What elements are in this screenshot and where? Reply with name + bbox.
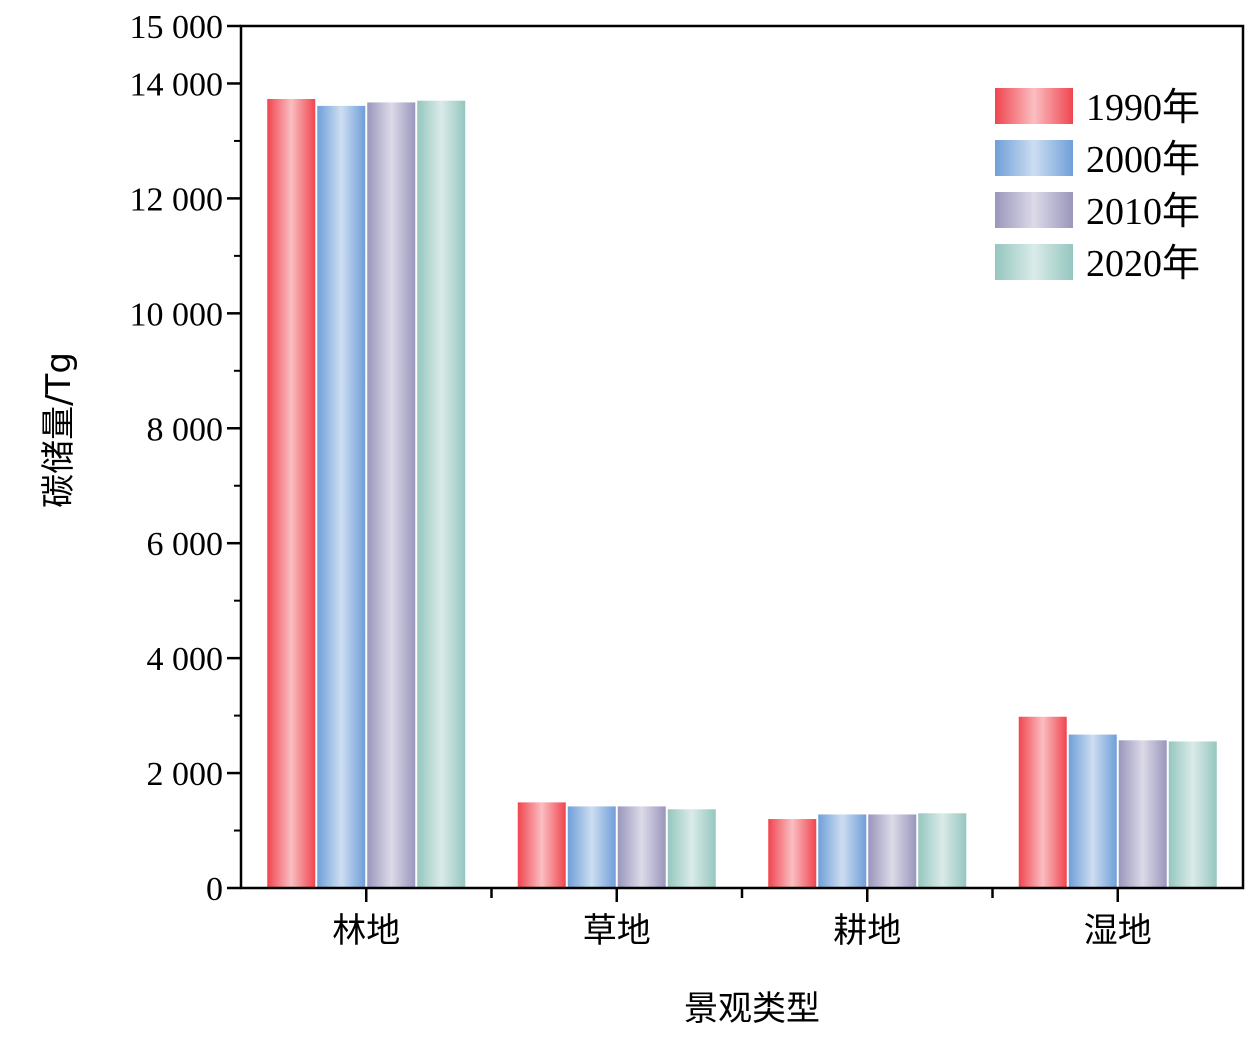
y-tick-label: 12 000	[130, 181, 224, 218]
bar-林地-2020年	[417, 100, 466, 888]
bar-林地-2000年	[317, 105, 366, 889]
bar-草地-2020年	[667, 809, 716, 888]
y-tick-label: 6 000	[147, 526, 224, 563]
x-category-label: 湿地	[1084, 911, 1152, 951]
legend-label: 2020年	[1086, 243, 1200, 285]
legend-swatch	[995, 88, 1073, 124]
bar-草地-2000年	[567, 806, 616, 888]
bar-湿地-1990年	[1018, 716, 1067, 888]
y-axis-title: 碳储量/Tg	[39, 352, 79, 508]
x-category-label: 草地	[583, 911, 651, 951]
y-tick-label: 2 000	[147, 756, 224, 793]
y-tick-label: 15 000	[130, 9, 224, 46]
bar-草地-2010年	[617, 806, 666, 888]
bar-湿地-2000年	[1068, 734, 1117, 888]
legend-swatch	[995, 192, 1073, 228]
legend-swatch	[995, 140, 1073, 176]
bar-耕地-2020年	[918, 813, 967, 888]
x-axis-title: 景观类型	[684, 989, 820, 1029]
legend-label: 1990年	[1086, 87, 1200, 129]
y-tick-label: 0	[206, 871, 223, 908]
y-axis-ticks: 0 2 000 4 000 6 000 8 000 10 000 12 000 14 000 1…	[130, 9, 241, 908]
x-category-label: 耕地	[833, 911, 901, 951]
x-axis-category-labels: 林地 草地 耕地 湿地	[332, 911, 1152, 951]
legend-label: 2000年	[1086, 139, 1200, 181]
bar-林地-2010年	[367, 102, 416, 888]
y-tick-label: 14 000	[130, 66, 224, 103]
legend-label: 2010年	[1086, 191, 1200, 233]
bar-湿地-2020年	[1168, 741, 1217, 888]
bar-林地-1990年	[267, 98, 316, 888]
x-axis-ticks	[365, 888, 1119, 902]
legend-swatch	[995, 244, 1073, 280]
bars-layer	[267, 98, 1217, 889]
bar-草地-1990年	[517, 802, 566, 888]
bar-耕地-2010年	[868, 814, 917, 888]
y-tick-label: 8 000	[147, 411, 224, 448]
x-category-label: 林地	[332, 911, 400, 951]
bar-耕地-2000年	[818, 814, 867, 888]
bar-耕地-1990年	[768, 819, 817, 888]
bar-湿地-2010年	[1118, 740, 1167, 888]
y-tick-label: 10 000	[130, 296, 224, 333]
y-tick-label: 4 000	[147, 641, 224, 678]
legend: 1990年 2000年 2010年 2020年	[995, 87, 1200, 285]
